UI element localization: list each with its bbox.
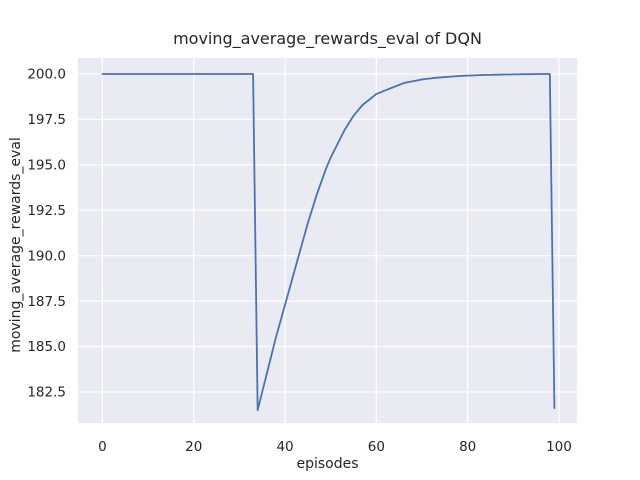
y-tick-label: 200.0 (27, 67, 66, 83)
y-tick-label: 185.0 (27, 339, 66, 355)
x-tick-label: 20 (185, 439, 202, 455)
reward-line (101, 73, 556, 412)
x-tick-label: 60 (368, 439, 385, 455)
y-tick-label: 187.5 (27, 294, 66, 310)
y-tick-label: 192.5 (27, 203, 66, 219)
x-tick-label: 40 (276, 439, 293, 455)
axes-background (78, 58, 577, 423)
y-tick-label: 182.5 (27, 385, 66, 401)
y-tick-label: 197.5 (27, 112, 66, 128)
x-axis-label: episodes (296, 456, 359, 472)
y-tick-label: 190.0 (27, 248, 66, 264)
y-tick-label: 195.0 (27, 158, 66, 174)
chart-title: moving_average_rewards_eval of DQN (173, 29, 482, 48)
x-tick-label: 0 (98, 439, 107, 455)
x-tick-label: 100 (546, 439, 572, 455)
y-axis-label: moving_average_rewards_eval (8, 137, 24, 353)
x-tick-label: 80 (459, 439, 476, 455)
